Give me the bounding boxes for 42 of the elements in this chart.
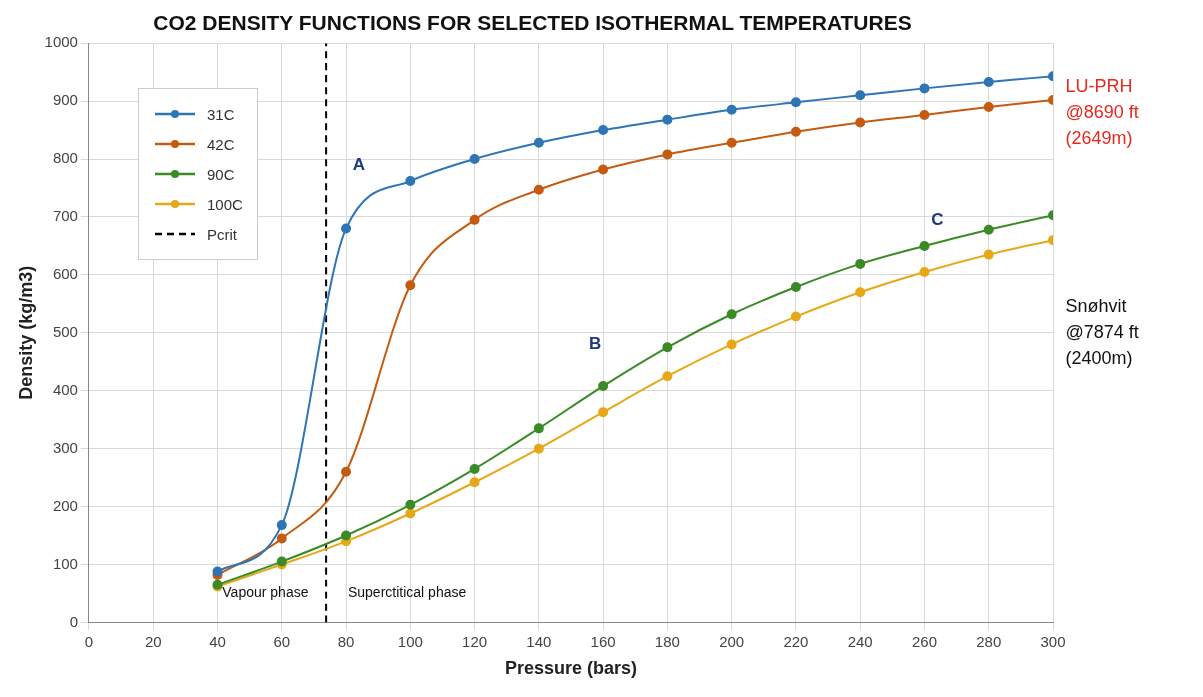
- annotation: C: [931, 209, 944, 229]
- x-tick-label: 140: [526, 632, 552, 650]
- y-tick-label: 800: [52, 149, 78, 167]
- legend-label: 100C: [207, 195, 243, 213]
- y-tick-label: 600: [52, 265, 78, 283]
- x-tick-label: 0: [84, 632, 94, 650]
- y-tick-label: 900: [52, 91, 78, 109]
- chart-title: CO2 DENSITY FUNCTIONS FOR SELECTED ISOTHERMAL TEMPERATURES: [153, 11, 912, 35]
- x-tick-label: 200: [719, 632, 745, 650]
- annotation: Vapour phase: [222, 584, 309, 601]
- y-tick-label: 0: [69, 612, 78, 630]
- x-tick-label: 280: [976, 632, 1002, 650]
- y-tick-label: 400: [52, 380, 78, 398]
- x-tick-label: 80: [337, 632, 355, 650]
- annotation: B: [588, 334, 602, 354]
- legend-label: 90C: [207, 165, 235, 183]
- annotation: Superctitical phase: [347, 584, 467, 601]
- legend-label: Pcrit: [207, 225, 237, 243]
- x-tick-label: 180: [654, 632, 680, 650]
- x-tick-label: 260: [911, 632, 937, 650]
- y-tick-label: 500: [52, 322, 78, 340]
- x-tick-label: 220: [783, 632, 809, 650]
- text: Snøhvit @7874 ft (2400m): [1065, 296, 1139, 369]
- y-tick-label: 100: [52, 554, 78, 572]
- x-tick-label: 60: [273, 632, 291, 650]
- x-tick-label: 300: [1040, 632, 1066, 650]
- annotation: A: [352, 154, 366, 174]
- y-axis-title: Density (kg/m3): [15, 265, 36, 400]
- y-tick-label: 200: [52, 496, 78, 514]
- x-tick-label: 40: [209, 632, 226, 650]
- x-tick-label: 240: [847, 632, 873, 650]
- text: LU-PRH @8690 ft (2649m): [1065, 75, 1139, 148]
- x-tick-label: 20: [144, 632, 162, 650]
- x-axis-title: Pressure (bars): [504, 658, 638, 679]
- y-tick-label: 700: [52, 207, 78, 225]
- y-tick-label: 1000: [44, 33, 78, 51]
- legend-label: 42C: [207, 135, 235, 153]
- legend-label: 31C: [207, 105, 235, 123]
- x-tick-label: 100: [397, 632, 423, 650]
- x-tick-label: 120: [462, 632, 488, 650]
- y-tick-label: 300: [52, 438, 78, 456]
- x-tick-label: 160: [590, 632, 616, 650]
